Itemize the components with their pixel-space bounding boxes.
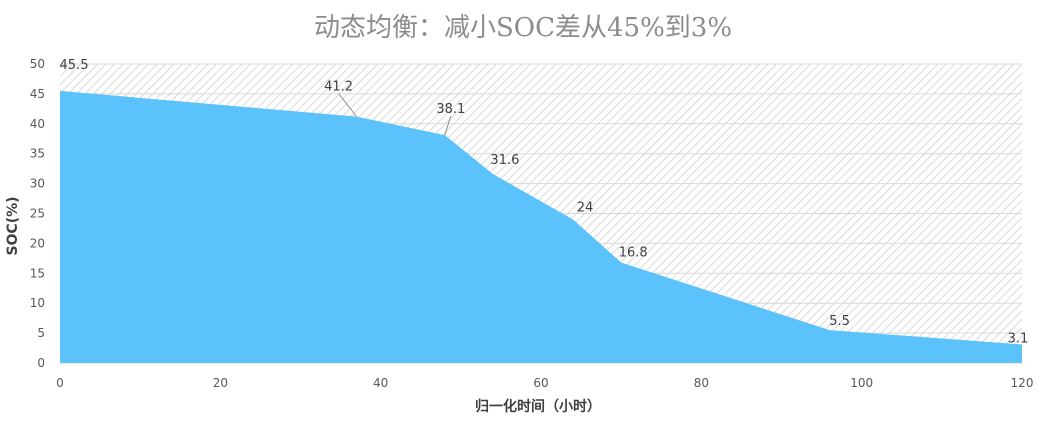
y-tick-label: 5 (37, 326, 45, 340)
y-tick-label: 40 (30, 117, 45, 131)
y-tick-label: 45 (30, 87, 45, 101)
x-tick-label: 40 (373, 376, 388, 390)
y-tick-label: 10 (30, 296, 45, 310)
y-tick-label: 15 (30, 266, 45, 280)
data-label: 31.6 (490, 153, 519, 168)
chart-title: 动态均衡：减小SOC差从45%到3% (314, 13, 732, 43)
data-label: 3.1 (1008, 331, 1029, 346)
data-label: 38.1 (436, 102, 465, 117)
y-tick-label: 25 (30, 207, 45, 221)
y-tick-label: 0 (37, 356, 45, 370)
x-tick-label: 100 (850, 376, 873, 390)
y-axis-title: SOC(%) (5, 196, 21, 255)
x-tick-label: 80 (694, 376, 709, 390)
data-labels: 45.5 41.2 38.1 31.6 24 16.8 5.5 3.1 (60, 58, 1029, 347)
data-label: 24 (577, 200, 594, 215)
label-leader-line (338, 93, 358, 117)
label-leader-line (444, 116, 452, 136)
x-tick-label: 120 (1011, 376, 1034, 390)
y-tick-label: 20 (30, 236, 45, 250)
x-axis-title: 归一化时间（小时） (475, 398, 601, 415)
x-axis-ticks: 0 20 40 60 80 100 120 (56, 376, 1033, 390)
x-tick-label: 20 (213, 376, 228, 390)
soc-area (60, 90, 1022, 363)
y-axis-ticks: 0 5 10 15 20 25 30 35 40 45 50 (30, 57, 45, 370)
y-tick-label: 50 (30, 57, 45, 71)
data-label: 45.5 (60, 58, 89, 73)
y-tick-label: 30 (30, 177, 45, 191)
y-tick-label: 35 (30, 147, 45, 161)
data-label: 41.2 (324, 80, 353, 95)
data-label: 16.8 (619, 246, 648, 261)
x-tick-label: 0 (56, 376, 64, 390)
label-leaders (338, 93, 452, 136)
x-tick-label: 60 (533, 376, 548, 390)
data-label: 5.5 (829, 314, 850, 329)
